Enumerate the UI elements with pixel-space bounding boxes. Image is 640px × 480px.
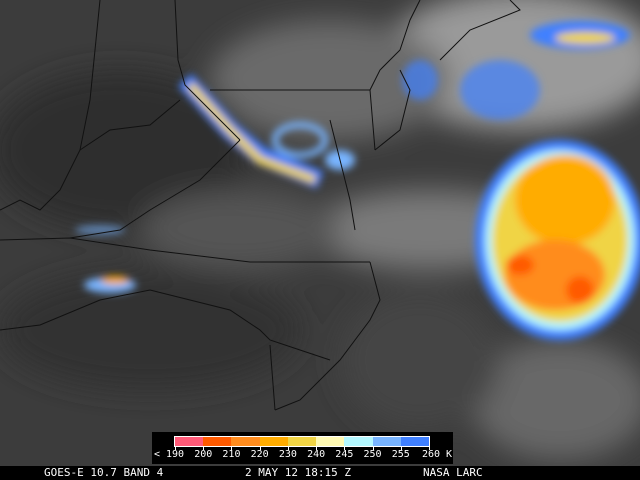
legend-tick [316,446,318,450]
legend-label: < 190 [153,449,185,460]
legend-label: 230 [278,449,297,460]
legend-tick [344,446,346,450]
legend-label: 210 [222,449,241,460]
state-borders [0,0,521,411]
color-scale-bar [174,436,430,447]
legend-label: 240 [307,449,326,460]
legend-label: 250 [363,449,382,460]
legend-tick [203,446,205,450]
legend-tick [259,446,261,450]
legend-label: 200 [194,449,213,460]
timestamp-label: 2 MAY 12 18:15 Z [245,466,351,479]
legend-label: 260 K [421,449,453,460]
legend-tick [231,446,233,450]
legend-label: 255 [391,449,410,460]
legend-label: 220 [250,449,269,460]
color-swatch [259,437,288,446]
color-swatch [400,437,429,446]
legend-tick [429,446,430,450]
color-swatch [175,437,204,446]
credit-label: NASA LARC [423,466,483,479]
legend-label: 245 [335,449,354,460]
temperature-legend: < 190 200 210 220 230 240 245 250 255 260 K [152,432,453,464]
color-swatch [231,437,260,446]
legend-tick [287,446,289,450]
legend-tick [400,446,402,450]
color-swatch [344,437,373,446]
cloud-haze [0,0,640,460]
color-swatch [372,437,401,446]
color-swatch [287,437,317,446]
image-caption-bar: GOES-E 10.7 BAND 4 2 MAY 12 18:15 Z NASA… [0,466,640,480]
satellite-band-label: GOES-E 10.7 BAND 4 [44,466,164,479]
legend-tick [372,446,374,450]
color-swatch [316,437,345,446]
cold-cloud-tops [75,21,640,340]
legend-tick [175,446,176,450]
color-swatch [203,437,232,446]
